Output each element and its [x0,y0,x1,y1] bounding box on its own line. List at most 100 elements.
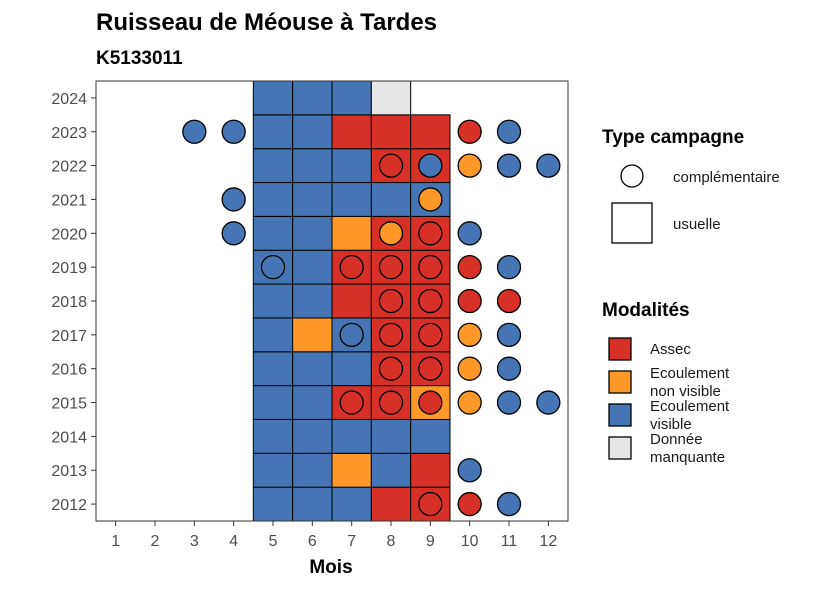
y-tick-label: 2012 [51,497,87,514]
point-2019-10 [457,255,482,280]
point-2020-10 [457,221,482,246]
tile-2014-9 [410,418,451,454]
legend-circle-label: complémentaire [673,169,780,186]
tile-2013-8 [370,452,412,488]
point-2016-8 [378,356,404,381]
point-2017-11 [496,322,522,347]
legend-square-label: usuelle [673,216,721,233]
x-tick-label: 3 [190,533,199,550]
point-2019-8 [378,255,404,280]
tile-2019-6 [292,249,333,285]
y-tick-label: 2023 [51,125,87,142]
point-2022-8 [378,153,404,178]
legend-label-V: visible [650,416,692,433]
point-2020-4 [221,221,246,246]
y-tick-label: 2013 [51,463,87,480]
y-tick-label: 2017 [51,328,87,345]
point-2018-10 [457,288,482,314]
tile-2024-5 [252,80,294,116]
legend-key-NV [608,370,632,394]
tile-2023-9 [410,114,451,150]
tile-2021-8 [370,182,412,217]
point-2019-11 [496,255,522,280]
y-tick-label: 2014 [51,429,87,446]
y-tick-label: 2024 [51,91,87,108]
point-2018-11 [496,288,522,314]
tile-2021-6 [292,182,333,217]
tile-2014-5 [252,418,294,454]
legend-label-A: Assec [650,341,691,358]
legend-label-M: Donnée [650,431,703,448]
tile-2022-6 [292,148,333,184]
legend-square-key [611,202,653,244]
point-2022-12 [536,153,561,178]
y-tick-label: 2021 [51,192,87,209]
y-tick-label: 2019 [51,260,87,277]
tile-2023-7 [331,114,372,150]
tile-2016-6 [292,351,333,387]
point-2020-8 [378,221,404,246]
x-tick-label: 10 [461,533,479,550]
point-2018-8 [378,288,404,314]
tile-2015-5 [252,385,294,420]
tile-2017-6 [292,317,333,353]
tile-2013-5 [252,452,294,488]
point-2015-11 [496,390,522,415]
tile-2018-7 [331,283,372,319]
legend-key-V [608,403,632,427]
point-2019-5 [260,255,286,280]
point-2018-9 [418,288,443,314]
point-2012-10 [457,491,482,517]
x-tick-label: 8 [387,533,396,550]
legend-circle-key [620,164,644,188]
x-tick-label: 11 [501,533,518,550]
point-2023-3 [182,119,207,144]
point-2015-12 [536,390,561,415]
point-2017-8 [378,322,404,347]
point-2015-8 [378,390,404,415]
legend-shape-title: Type campagne [602,127,744,148]
tile-2020-6 [292,215,333,251]
point-2012-9 [418,491,443,517]
x-tick-label: 9 [426,533,435,550]
x-tick-label: 6 [308,533,317,550]
tile-2015-6 [292,385,333,420]
point-2020-9 [418,221,443,246]
y-tick-label: 2016 [51,362,87,379]
x-tick-label: 12 [539,533,557,550]
tile-2021-7 [331,182,372,217]
point-2013-10 [457,458,482,483]
legend-type-campagne: Type campagne complémentaire usuelle [602,127,780,244]
legend-key-M [608,436,632,460]
x-axis-title: Mois [309,557,352,578]
legend-label-NV: non visible [650,383,721,400]
legend-label-V: Ecoulement [650,398,730,415]
tile-2024-8 [370,80,412,116]
tile-2014-8 [370,418,412,454]
point-2021-4 [221,187,246,212]
chart-subtitle: K5133011 [96,48,183,69]
tile-2022-7 [331,148,372,184]
tile-2012-7 [331,486,372,522]
tile-2012-5 [252,486,294,522]
y-axis: 2012 2013 2014 2015 2016 2017 2018 2019 2020 2021… [51,91,96,514]
chart-title: Ruisseau de Méouse à Tardes [96,9,437,36]
point-2017-9 [418,322,443,347]
tile-2022-5 [252,148,294,184]
tile-2013-6 [292,452,333,488]
tile-2016-5 [252,351,294,387]
tile-2013-9 [410,452,451,488]
y-tick-label: 2018 [51,294,87,311]
point-2023-11 [496,119,522,144]
tile-2014-7 [331,418,372,454]
tile-2017-5 [252,317,294,353]
tile-2018-6 [292,283,333,319]
point-2023-4 [221,119,246,144]
point-2017-10 [457,322,482,347]
point-2015-9 [418,390,443,415]
point-2022-9 [418,153,443,178]
tile-2013-7 [331,452,372,488]
tile-2021-5 [252,182,294,217]
